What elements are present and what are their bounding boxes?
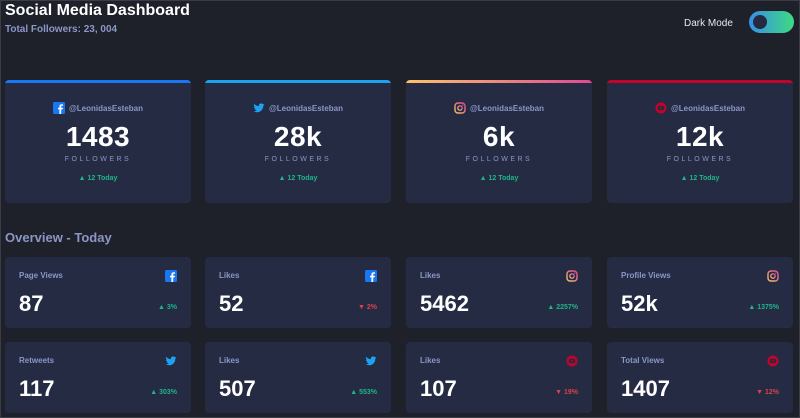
overview-tile-youtube-total-views[interactable]: Total Views 1407 ▼ 12%: [607, 342, 793, 413]
facebook-icon: [365, 270, 377, 282]
tile-change: ▲ 2257%: [547, 304, 578, 311]
follower-card-instagram[interactable]: @LeonidasEsteban 6k FOLLOWERS ▲ 12 Today: [406, 80, 592, 203]
tile-label: Likes: [420, 271, 441, 280]
followers-label: FOLLOWERS: [64, 156, 132, 163]
instagram-icon: [566, 270, 578, 282]
overview-tile-youtube-likes[interactable]: Likes 107 ▼ 19%: [406, 342, 592, 413]
followers-label: FOLLOWERS: [465, 156, 533, 163]
tile-change: ▼ 12%: [756, 389, 779, 396]
tile-value: 87: [19, 291, 44, 316]
tile-label: Profile Views: [621, 271, 671, 280]
follower-count: 28k: [273, 121, 323, 152]
today-change: ▲ 12 Today: [278, 175, 318, 182]
follower-card-youtube[interactable]: @LeonidasEsteban 12k FOLLOWERS ▲ 12 Toda…: [607, 80, 793, 203]
tile-label: Page Views: [19, 271, 63, 280]
card-handle: @LeonidasEsteban: [205, 102, 391, 114]
dark-mode-label: Dark Mode: [684, 18, 733, 29]
overview-tile-twitter-retweets[interactable]: Retweets 117 ▲ 303%: [5, 342, 191, 413]
youtube-icon: [566, 355, 578, 367]
follower-count: 1483: [65, 121, 131, 152]
tile-change: ▲ 1375%: [748, 304, 779, 311]
tile-change: ▼ 2%: [358, 304, 377, 311]
instagram-icon: [454, 102, 466, 114]
twitter-icon: [253, 103, 265, 113]
twitter-icon: [365, 356, 377, 366]
overview-tile-facebook-likes[interactable]: Likes 52 ▼ 2%: [205, 257, 391, 328]
card-accent-bar: [5, 80, 191, 83]
total-followers: Total Followers: 23, 004: [5, 24, 118, 35]
tile-label: Retweets: [19, 356, 55, 365]
toggle-knob: [753, 15, 767, 29]
tile-change: ▲ 553%: [350, 389, 377, 396]
follower-count: 6k: [482, 121, 516, 152]
tile-label: Likes: [219, 356, 240, 365]
tile-change: ▲ 303%: [150, 389, 177, 396]
card-handle: @LeonidasEsteban: [607, 102, 793, 114]
instagram-icon: [767, 270, 779, 282]
overview-tile-instagram-likes[interactable]: Likes 5462 ▲ 2257%: [406, 257, 592, 328]
twitter-icon: [165, 356, 177, 366]
tile-value: 507: [219, 376, 256, 401]
follower-count: 12k: [675, 121, 725, 152]
card-handle-text: @LeonidasEsteban: [670, 103, 746, 113]
follower-card-twitter[interactable]: @LeonidasEsteban 28k FOLLOWERS ▲ 12 Toda…: [205, 80, 391, 203]
facebook-icon: [165, 270, 177, 282]
card-handle-text: @LeonidasEsteban: [68, 103, 144, 113]
followers-label: FOLLOWERS: [666, 156, 734, 163]
overview-tile-facebook-page-views[interactable]: Page Views 87 ▲ 3%: [5, 257, 191, 328]
tile-value: 52: [219, 291, 244, 316]
tile-label: Likes: [420, 356, 441, 365]
tile-label: Total Views: [621, 356, 665, 365]
tile-change: ▲ 3%: [158, 304, 177, 311]
facebook-icon: [52, 102, 65, 114]
card-handle-text: @LeonidasEsteban: [268, 103, 344, 113]
tile-label: Likes: [219, 271, 240, 280]
today-change: ▲ 12 Today: [680, 175, 720, 182]
tile-value: 52k: [621, 291, 658, 316]
tile-value: 1407: [621, 376, 670, 401]
page-title: Social Media Dashboard: [5, 2, 190, 19]
youtube-icon: [767, 355, 779, 367]
youtube-icon: [655, 102, 667, 114]
tile-value: 5462: [420, 291, 469, 316]
follower-card-facebook[interactable]: @LeonidasEsteban 1483 FOLLOWERS ▲ 12 Tod…: [5, 80, 191, 203]
overview-tile-twitter-likes[interactable]: Likes 507 ▲ 553%: [205, 342, 391, 413]
tile-value: 117: [19, 376, 55, 401]
card-accent-bar: [205, 80, 391, 83]
card-handle: @LeonidasEsteban: [5, 102, 191, 114]
today-change: ▲ 12 Today: [78, 175, 118, 182]
tile-change: ▼ 19%: [555, 389, 578, 396]
overview-tile-instagram-profile-views[interactable]: Profile Views 52k ▲ 1375%: [607, 257, 793, 328]
card-accent-bar: [607, 80, 793, 83]
followers-label: FOLLOWERS: [264, 156, 332, 163]
dark-mode-toggle[interactable]: [749, 11, 794, 33]
today-change: ▲ 12 Today: [479, 175, 519, 182]
card-handle-text: @LeonidasEsteban: [469, 103, 545, 113]
card-handle: @LeonidasEsteban: [406, 102, 592, 114]
overview-title: Overview - Today: [5, 230, 112, 245]
card-accent-bar: [406, 80, 592, 83]
tile-value: 107: [420, 376, 457, 401]
